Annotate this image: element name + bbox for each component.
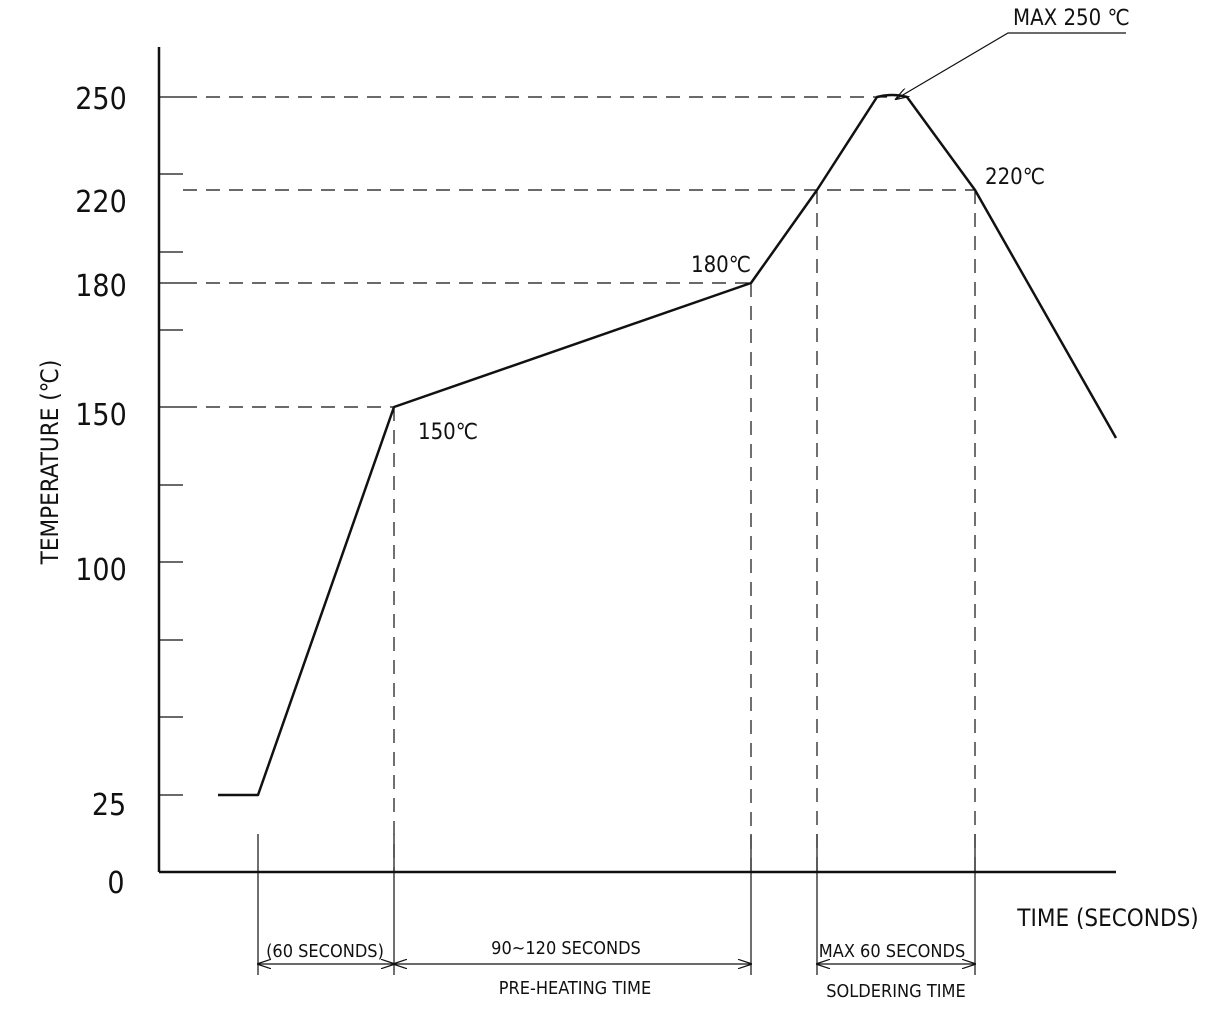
label-150: 150℃ [418,420,478,445]
y-axis-title: TEMPERATURE (℃) [36,360,64,566]
y-tick-label-180: 180 [75,269,127,304]
x-axis-title: TIME (SECONDS) [1016,904,1198,932]
segment-label-soldering: MAX 60 SECONDS [819,941,965,962]
y-tick-label-100: 100 [75,553,127,588]
label-180: 180℃ [691,253,751,278]
y-tick-label-220: 220 [75,185,127,220]
profile-line [218,93,1118,797]
segment-label-60s: (60 SECONDS) [266,941,384,962]
label-220: 220℃ [985,165,1045,190]
segment-label-preheat: 90~120 SECONDS [491,938,641,959]
peak-label: MAX 250 ℃ [1013,6,1130,31]
y-tick-label-25: 25 [92,788,126,823]
y-tick-label-0: 0 [107,866,124,901]
peak-leader [896,32,1126,99]
y-tick-label-150: 150 [75,398,127,433]
y-tick-label-250: 250 [75,82,127,117]
segment-sub-preheat: PRE-HEATING TIME [499,978,652,999]
segment-sub-soldering: SOLDERING TIME [826,981,965,1002]
